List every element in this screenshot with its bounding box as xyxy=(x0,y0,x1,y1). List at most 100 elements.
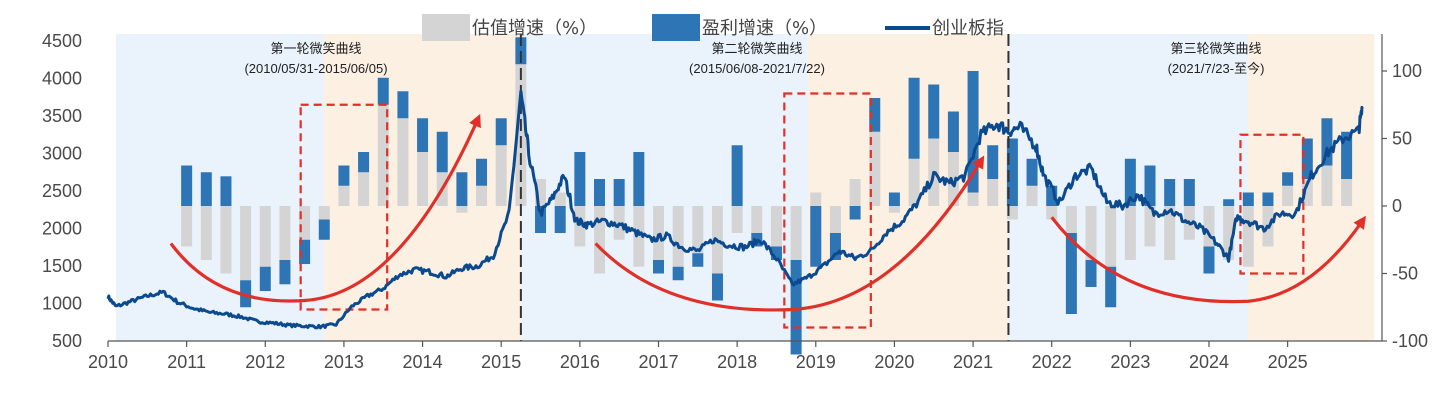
earnings-growth-bar xyxy=(358,152,370,173)
legend-earnings-swatch xyxy=(652,14,700,41)
phase-2-range: (2015/06/08-2021/7/22) xyxy=(689,61,825,76)
left-y-tick-label: 2000 xyxy=(42,219,82,239)
earnings-growth-bar xyxy=(1203,246,1215,274)
valuation-growth-bar xyxy=(358,172,370,206)
valuation-growth-bar xyxy=(1144,206,1156,247)
legend-earnings-label: 盈利增速（%） xyxy=(702,18,827,39)
earnings-growth-bar xyxy=(594,179,606,206)
earnings-growth-bar xyxy=(240,280,252,308)
valuation-growth-bar xyxy=(535,179,547,206)
x-tick-label: 2024 xyxy=(1189,352,1229,372)
index-line-layer xyxy=(106,89,1364,330)
earnings-growth-bar xyxy=(436,131,448,173)
valuation-growth-bar xyxy=(672,206,684,267)
earnings-growth-bar xyxy=(377,77,389,105)
smile-curve-arrow xyxy=(169,113,481,303)
valuation-growth-bar xyxy=(1124,206,1136,260)
earnings-growth-bar xyxy=(908,77,920,159)
valuation-growth-bar xyxy=(1321,165,1333,206)
valuation-growth-bar xyxy=(869,131,881,206)
x-tick-label: 2012 xyxy=(245,352,285,372)
earnings-growth-bar xyxy=(495,118,507,146)
axes-layer: 2010 2011 2012 2013 2014 2015 2016 2017 2018 2019… xyxy=(42,31,1428,372)
right-y-tick-label: -50 xyxy=(1392,264,1418,284)
valuation-growth-bar xyxy=(240,206,252,281)
phase-1-title: 第一轮微笑曲线 xyxy=(270,41,361,57)
valuation-growth-bar xyxy=(574,206,586,247)
x-tick-label: 2015 xyxy=(481,352,521,372)
x-tick-label: 2022 xyxy=(1032,352,1072,372)
phase-3-title: 第三轮微笑曲线 xyxy=(1170,41,1261,57)
earnings-growth-bar xyxy=(1065,233,1077,314)
earnings-growth-bar xyxy=(200,172,212,206)
earnings-growth-bar xyxy=(1282,172,1294,186)
earnings-growth-bar xyxy=(299,239,311,265)
valuation-growth-bar xyxy=(810,192,822,206)
valuation-growth-bar xyxy=(1242,206,1254,267)
earnings-growth-bar xyxy=(1242,192,1254,206)
earnings-growth-bar xyxy=(476,158,488,186)
x-tick-label: 2020 xyxy=(874,352,914,372)
phase-1-range: (2010/05/31-2015/06/05) xyxy=(244,61,387,76)
phase-2-down-shade xyxy=(520,34,808,341)
legend-valuation-label: 估值增速（%） xyxy=(472,18,597,39)
earnings-growth-bar xyxy=(672,266,684,281)
left-y-tick-label: 2500 xyxy=(42,181,82,201)
smile-curve-arrow xyxy=(1050,215,1366,304)
valuation-growth-bar xyxy=(377,104,389,206)
earnings-growth-bar xyxy=(259,266,271,292)
valuation-growth-bar xyxy=(967,192,979,206)
earnings-growth-bar xyxy=(947,111,959,152)
valuation-growth-bar xyxy=(652,206,664,260)
left-y-tick-label: 4500 xyxy=(42,31,82,51)
valuation-growth-bar xyxy=(456,206,468,213)
earnings-growth-bar xyxy=(1046,185,1058,206)
valuation-growth-bar xyxy=(554,192,566,206)
left-y-tick-label: 3500 xyxy=(42,106,82,126)
valuation-growth-bar xyxy=(849,179,861,206)
valuation-growth-bar xyxy=(829,206,841,233)
valuation-growth-bar xyxy=(259,206,271,267)
valuation-growth-bar xyxy=(220,206,232,274)
valuation-growth-bar xyxy=(1006,206,1018,220)
valuation-growth-bar xyxy=(515,64,527,206)
valuation-growth-bar xyxy=(594,206,606,274)
smile-curve-arrow xyxy=(594,155,985,312)
earnings-growth-bar xyxy=(1124,158,1136,206)
earnings-growth-bar xyxy=(1026,158,1038,186)
valuation-growth-bar xyxy=(633,206,645,267)
earnings-growth-bar xyxy=(967,71,979,193)
earnings-growth-bar xyxy=(417,118,429,152)
valuation-growth-bar xyxy=(1301,179,1313,206)
earnings-growth-bar xyxy=(456,172,468,206)
phase-divider-layer xyxy=(519,34,1010,341)
legend-valuation-swatch xyxy=(422,14,470,41)
valuation-growth-bar xyxy=(947,152,959,206)
left-y-tick-label: 1500 xyxy=(42,256,82,276)
earnings-growth-bar xyxy=(574,152,586,206)
x-tick-label: 2010 xyxy=(88,352,128,372)
valuation-growth-bar xyxy=(1164,206,1176,260)
earnings-growth-bar xyxy=(1341,131,1353,179)
x-tick-label: 2016 xyxy=(560,352,600,372)
x-tick-label: 2017 xyxy=(638,352,678,372)
valuation-growth-bar xyxy=(299,206,311,240)
earnings-growth-bar xyxy=(987,145,999,179)
legend-index-label: 创业板指 xyxy=(932,18,1004,39)
phase-1-down-shade xyxy=(115,34,325,341)
valuation-growth-bar xyxy=(770,206,782,247)
earnings-growth-bar xyxy=(1183,179,1195,206)
valuation-growth-bar xyxy=(318,206,330,220)
x-tick-label: 2025 xyxy=(1268,352,1308,372)
left-y-tick-label: 1000 xyxy=(42,294,82,314)
x-tick-label: 2021 xyxy=(953,352,993,372)
earnings-growth-bar xyxy=(652,260,664,274)
valuation-growth-bar xyxy=(1105,206,1117,267)
earnings-growth-bar xyxy=(1321,118,1333,166)
earnings-growth-bar xyxy=(1164,179,1176,206)
valuation-growth-bar xyxy=(1282,185,1294,206)
phase-2-title: 第二轮微笑曲线 xyxy=(711,41,802,57)
earnings-growth-bar xyxy=(1301,138,1313,179)
valuation-growth-bar xyxy=(397,118,409,206)
